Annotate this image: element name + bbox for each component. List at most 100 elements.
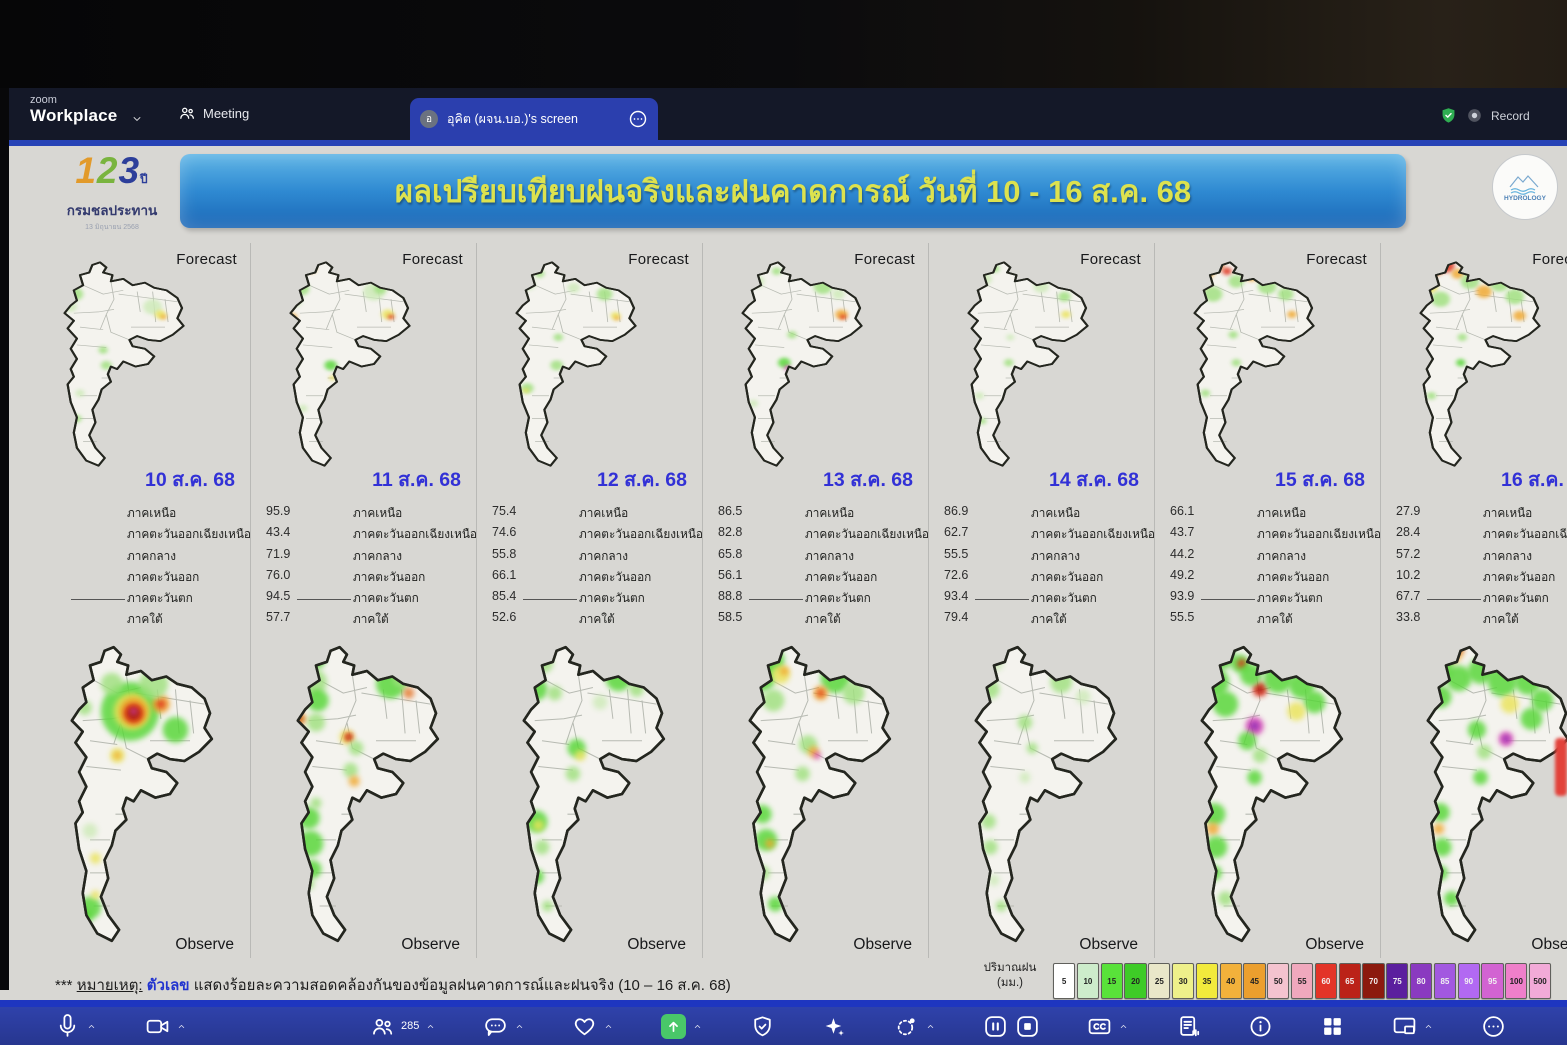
chevron-up-icon[interactable]: [176, 1021, 187, 1032]
logo-year-mark: ปี: [140, 172, 149, 186]
reactions-button[interactable]: [572, 1014, 614, 1039]
info-button[interactable]: [1248, 1014, 1273, 1039]
video-button[interactable]: [145, 1014, 187, 1039]
region-label: ภาคใต้: [579, 612, 615, 627]
leader-line: [975, 599, 1029, 601]
microphone-button[interactable]: [55, 1013, 97, 1039]
mountain-water-icon: [1509, 174, 1539, 195]
agreement-percent: 65.8: [718, 546, 743, 561]
tab-meeting[interactable]: Meeting: [178, 104, 249, 122]
legend-cell: 5: [1053, 963, 1076, 999]
shared-screen-title: อุคิต (ผจน.บอ.)'s screen: [447, 112, 578, 126]
participants-count: 285: [401, 1020, 420, 1032]
share-screen-active-button[interactable]: [661, 1013, 703, 1039]
legend-cell: 55: [1290, 963, 1314, 999]
apps-icon: [1320, 1014, 1345, 1039]
zoom-titlebar: zoom Workplace Meeting อ อุคิต (ผจน.บอ.)…: [0, 88, 1567, 140]
region-stats: 66.1 ภาคเหนือ 43.7 ภาคตะวันออกเฉียงเหนือ 44.…: [1155, 504, 1381, 632]
share-to-button[interactable]: [1392, 1014, 1434, 1039]
toolbar-main-group: 285: [370, 1007, 1506, 1045]
logo-digit-3: 3: [118, 150, 141, 191]
pause-recording-icon[interactable]: [983, 1014, 1008, 1039]
forecast-map: [515, 261, 637, 467]
apps-button[interactable]: [1320, 1014, 1345, 1039]
ellipsis-icon[interactable]: [628, 109, 648, 129]
legend-title: ปริมาณฝน (มม.): [972, 961, 1048, 991]
tab-shared-screen[interactable]: อ อุคิต (ผจน.บอ.)'s screen: [410, 98, 658, 140]
more-button[interactable]: [1481, 1014, 1506, 1039]
security-button[interactable]: [750, 1014, 775, 1039]
date-label: 14 ส.ค. 68: [1049, 469, 1139, 491]
captions-button[interactable]: [1087, 1014, 1129, 1039]
region-label: ภาคกลาง: [579, 548, 629, 563]
agreement-percent: 56.1: [718, 567, 743, 582]
chevron-up-icon[interactable]: [692, 1021, 703, 1032]
observe-map: [522, 645, 666, 943]
region-label: ภาคใต้: [1257, 612, 1293, 627]
observe-label: Observe: [1305, 936, 1364, 953]
leader-line: [1427, 599, 1481, 601]
ai-companion-icon: [822, 1014, 847, 1039]
region-stat-row: 27.9 ภาคเหนือ: [1381, 504, 1567, 525]
region-stat-row: 65.8 ภาคกลาง: [703, 547, 928, 568]
footnote-text: แสดงร้อยละความสอดคล้องกันของข้อมูลฝนคาดก…: [193, 977, 731, 994]
region-stat-row: 76.0 ภาคตะวันออก: [251, 568, 476, 589]
share-to-icon: [1392, 1014, 1417, 1039]
scroll-marker[interactable]: [1555, 738, 1567, 796]
region-stat-row: 71.9 ภาคกลาง: [251, 547, 476, 568]
region-stat-row: 86.5 ภาคเหนือ: [703, 504, 928, 525]
legend-cell: 65: [1338, 963, 1361, 999]
observe-label: Observe: [627, 936, 686, 953]
zoom-brand-big: Workplace: [30, 106, 118, 125]
people-icon: [178, 104, 196, 122]
chevron-up-icon[interactable]: [86, 1021, 97, 1032]
region-stat-row: 62.7 ภาคตะวันออกเฉียงเหนือ: [929, 525, 1155, 546]
reactions-icon: [572, 1014, 597, 1039]
chevron-down-icon[interactable]: [130, 112, 144, 126]
region-stat-row: 28.4 ภาคตะวันออกเฉียงเหนือ: [1381, 525, 1567, 546]
record-dot-icon: [1465, 106, 1484, 125]
observe-label: Observe: [853, 936, 912, 953]
participants-button[interactable]: 285: [370, 1014, 436, 1039]
forecast-label: Forecast: [1306, 251, 1367, 268]
chevron-up-icon[interactable]: [1423, 1021, 1434, 1032]
summary-button[interactable]: [1176, 1014, 1201, 1039]
region-stats: 86.5 ภาคเหนือ 82.8 ภาคตะวันออกเฉียงเหนือ 65.…: [703, 504, 929, 632]
observe-map: [70, 645, 214, 943]
agreement-percent: 62.7: [944, 525, 969, 540]
observe-label: Observe: [1531, 936, 1567, 953]
region-label: ภาคเหนือ: [579, 506, 629, 520]
footnote-stars: ***: [55, 977, 73, 994]
record-button[interactable]: [894, 1014, 936, 1039]
legend-cell: 50: [1267, 963, 1290, 999]
page-title: ผลเปรียบเทียบฝนจริงและฝนคาดการณ์ วันที่ …: [394, 174, 1192, 209]
chevron-up-icon[interactable]: [1118, 1021, 1129, 1032]
legend-cell: 30: [1171, 963, 1195, 999]
agreement-percent: 82.8: [718, 525, 743, 540]
leader-line: [749, 599, 803, 601]
region-stats: 95.9 ภาคเหนือ 43.4 ภาคตะวันออกเฉียงเหนือ 71.…: [251, 504, 477, 632]
footnote-label: หมายเหตุ:: [76, 977, 143, 994]
region-stat-row: 57.7 ภาคใต้: [251, 610, 476, 631]
legend-cell: 20: [1124, 963, 1147, 999]
region-stat-row: 93.4 ภาคตะวันตก: [929, 589, 1154, 610]
region-label: ภาคตะวันตก: [1483, 591, 1549, 606]
observe-label: Observe: [175, 936, 234, 953]
region-stat-row: 66.1 ภาคเหนือ: [1155, 504, 1380, 525]
agreement-percent: 43.7: [1170, 525, 1195, 540]
forecast-map: [1419, 261, 1541, 467]
agreement-percent: 49.2: [1170, 567, 1195, 582]
region-label: ภาคตะวันตก: [1031, 591, 1097, 606]
day-column: Forecast 11 ส.ค. 68 95.9 ภาคเหนือ 43.4 ภาคต…: [251, 243, 477, 958]
region-stat-row: 82.8 ภาคตะวันออกเฉียงเหนือ: [703, 525, 929, 546]
agreement-percent: 74.6: [492, 525, 517, 540]
recording-controls-button[interactable]: [983, 1014, 1040, 1039]
chevron-up-icon[interactable]: [425, 1021, 436, 1032]
chevron-up-icon[interactable]: [925, 1021, 936, 1032]
chevron-up-icon[interactable]: [514, 1021, 525, 1032]
ai-companion-button[interactable]: [822, 1014, 847, 1039]
chat-button[interactable]: [483, 1014, 525, 1039]
stop-recording-icon[interactable]: [1015, 1014, 1040, 1039]
chevron-up-icon[interactable]: [603, 1021, 614, 1032]
